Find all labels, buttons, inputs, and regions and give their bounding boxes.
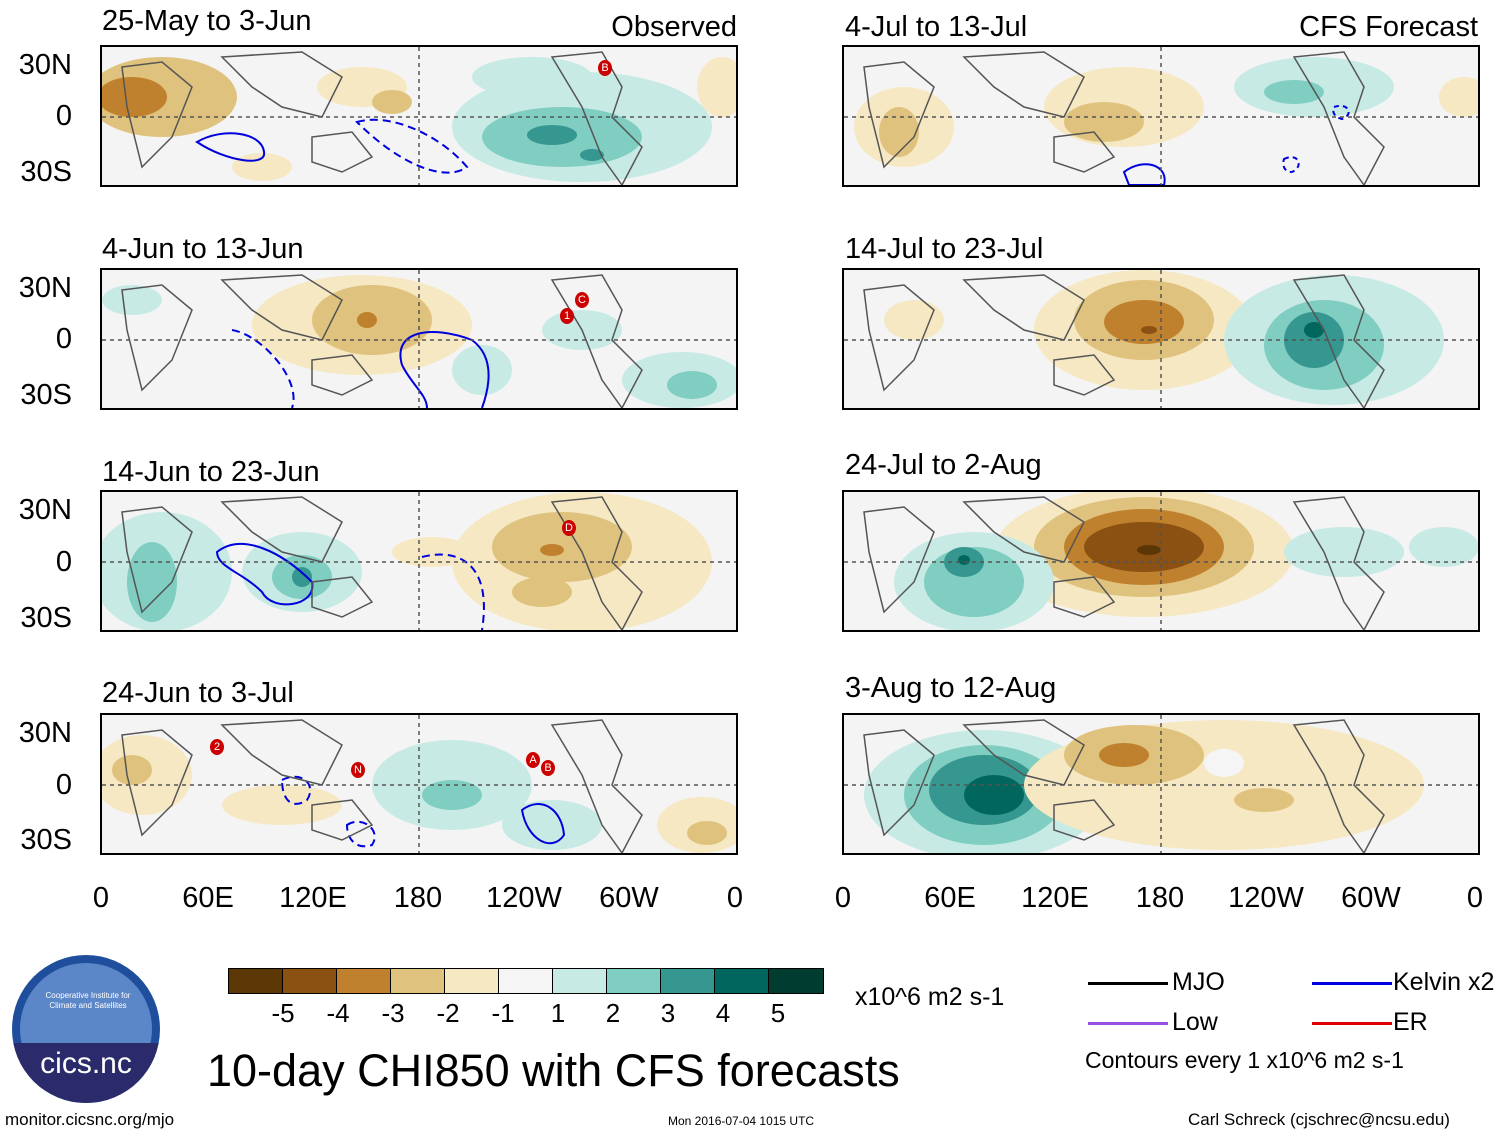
colorbar-label: -5 bbox=[271, 998, 295, 1028]
colorbar-swatch bbox=[337, 969, 391, 993]
lon-label: 180 bbox=[1135, 882, 1185, 914]
lat-label-30n: 30N bbox=[18, 272, 72, 304]
legend-low-line bbox=[1088, 1022, 1168, 1025]
storm-marker: B bbox=[541, 760, 555, 776]
lon-label: 0 bbox=[834, 882, 852, 914]
colorbar-label: 2 bbox=[605, 998, 621, 1028]
lon-label: 120E bbox=[279, 882, 347, 914]
observed-panel-title: 24-Jun to 3-Jul bbox=[102, 677, 294, 709]
colorbar-swatch bbox=[769, 969, 823, 993]
lon-label: 180 bbox=[393, 882, 443, 914]
lat-label-0: 0 bbox=[55, 100, 72, 132]
lat-label-0: 0 bbox=[55, 546, 72, 578]
lon-label: 60W bbox=[599, 882, 659, 914]
observed-panel-title: 4-Jun to 13-Jun bbox=[102, 233, 304, 265]
observed-label: Observed bbox=[611, 11, 737, 43]
lat-label-0: 0 bbox=[55, 769, 72, 801]
observed-map-panel-4: 2 N A B bbox=[100, 713, 738, 855]
colorbar bbox=[228, 968, 824, 994]
lat-label-30s: 30S bbox=[20, 824, 72, 856]
forecast-panel-title: 4-Jul to 13-Jul bbox=[845, 11, 1028, 43]
colorbar-label: -4 bbox=[326, 998, 350, 1028]
forecast-map-panel-2 bbox=[842, 268, 1480, 410]
forecast-panel-title: 3-Aug to 12-Aug bbox=[845, 672, 1057, 704]
legend-mjo-label: MJO bbox=[1172, 968, 1225, 996]
lat-label-30s: 30S bbox=[20, 379, 72, 411]
observed-map-panel-2: 1 C bbox=[100, 268, 738, 410]
colorbar-label: 3 bbox=[660, 998, 676, 1028]
footer-author: Carl Schreck (cjschrec@ncsu.edu) bbox=[1188, 1110, 1450, 1129]
colorbar-units: x10^6 m2 s-1 bbox=[855, 983, 1005, 1011]
legend-er-line bbox=[1312, 1022, 1392, 1025]
forecast-panel-title: 24-Jul to 2-Aug bbox=[845, 449, 1042, 481]
colorbar-swatch bbox=[715, 969, 769, 993]
storm-marker: C bbox=[575, 292, 589, 308]
legend-contour-note: Contours every 1 x10^6 m2 s-1 bbox=[1085, 1047, 1404, 1073]
legend-mjo-line bbox=[1088, 982, 1168, 985]
storm-marker: B bbox=[598, 60, 612, 76]
storm-marker: N bbox=[351, 762, 365, 778]
colorbar-swatch bbox=[283, 969, 337, 993]
observed-panel-title: 14-Jun to 23-Jun bbox=[102, 456, 320, 488]
observed-panel-title: 25-May to 3-Jun bbox=[102, 5, 312, 37]
storm-marker: D bbox=[562, 520, 576, 536]
lon-label: 0 bbox=[726, 882, 744, 914]
legend-low-label: Low bbox=[1172, 1008, 1218, 1036]
colorbar-label: 4 bbox=[715, 998, 731, 1028]
colorbar-swatch bbox=[499, 969, 553, 993]
storm-marker: A bbox=[526, 752, 540, 768]
forecast-map-panel-3 bbox=[842, 490, 1480, 632]
legend-er-label: ER bbox=[1393, 1008, 1428, 1036]
lat-label-30n: 30N bbox=[18, 717, 72, 749]
lon-label: 120E bbox=[1021, 882, 1089, 914]
forecast-map-panel-1 bbox=[842, 45, 1480, 187]
observed-map-panel-1: B bbox=[100, 45, 738, 187]
colorbar-label: -2 bbox=[436, 998, 460, 1028]
lat-label-30s: 30S bbox=[20, 602, 72, 634]
colorbar-label: 1 bbox=[550, 998, 566, 1028]
legend-kelvin-line bbox=[1312, 982, 1392, 985]
lon-label: 60E bbox=[182, 882, 234, 914]
lat-label-30n: 30N bbox=[18, 494, 72, 526]
lon-label: 0 bbox=[1466, 882, 1484, 914]
legend-kelvin-label: Kelvin x2 bbox=[1393, 968, 1495, 996]
forecast-map-panel-4 bbox=[842, 713, 1480, 855]
lon-label: 120W bbox=[486, 882, 562, 914]
lon-label: 0 bbox=[92, 882, 110, 914]
storm-marker: 1 bbox=[560, 308, 574, 324]
footer-url[interactable]: monitor.cicsnc.org/mjo bbox=[5, 1110, 175, 1129]
colorbar-swatch bbox=[607, 969, 661, 993]
colorbar-label: -1 bbox=[491, 998, 515, 1028]
colorbar-label: -3 bbox=[381, 998, 405, 1028]
colorbar-label: 5 bbox=[770, 998, 786, 1028]
observed-map-panel-3: D bbox=[100, 490, 738, 632]
lat-label-30n: 30N bbox=[18, 49, 72, 81]
colorbar-swatch bbox=[445, 969, 499, 993]
lon-label: 120W bbox=[1228, 882, 1304, 914]
cicsnc-logo: Cooperative Institute for Climate and Sa… bbox=[12, 955, 160, 1103]
lon-label: 60W bbox=[1341, 882, 1401, 914]
footer-timestamp: Mon 2016-07-04 1015 UTC bbox=[668, 1114, 815, 1128]
colorbar-swatch bbox=[553, 969, 607, 993]
lat-label-30s: 30S bbox=[20, 156, 72, 188]
logo-band bbox=[12, 1043, 160, 1103]
forecast-panel-title: 14-Jul to 23-Jul bbox=[845, 233, 1044, 265]
storm-marker: 2 bbox=[210, 739, 224, 755]
main-title: 10-day CHI850 with CFS forecasts bbox=[207, 1045, 900, 1096]
colorbar-swatch bbox=[229, 969, 283, 993]
lat-label-0: 0 bbox=[55, 323, 72, 355]
lon-label: 60E bbox=[924, 882, 976, 914]
logo-ring-text: Cooperative Institute for Climate and Sa… bbox=[45, 991, 131, 1010]
forecast-label: CFS Forecast bbox=[1299, 11, 1478, 43]
colorbar-swatch bbox=[391, 969, 445, 993]
colorbar-swatch bbox=[661, 969, 715, 993]
logo-text: cics.nc bbox=[40, 1047, 132, 1080]
